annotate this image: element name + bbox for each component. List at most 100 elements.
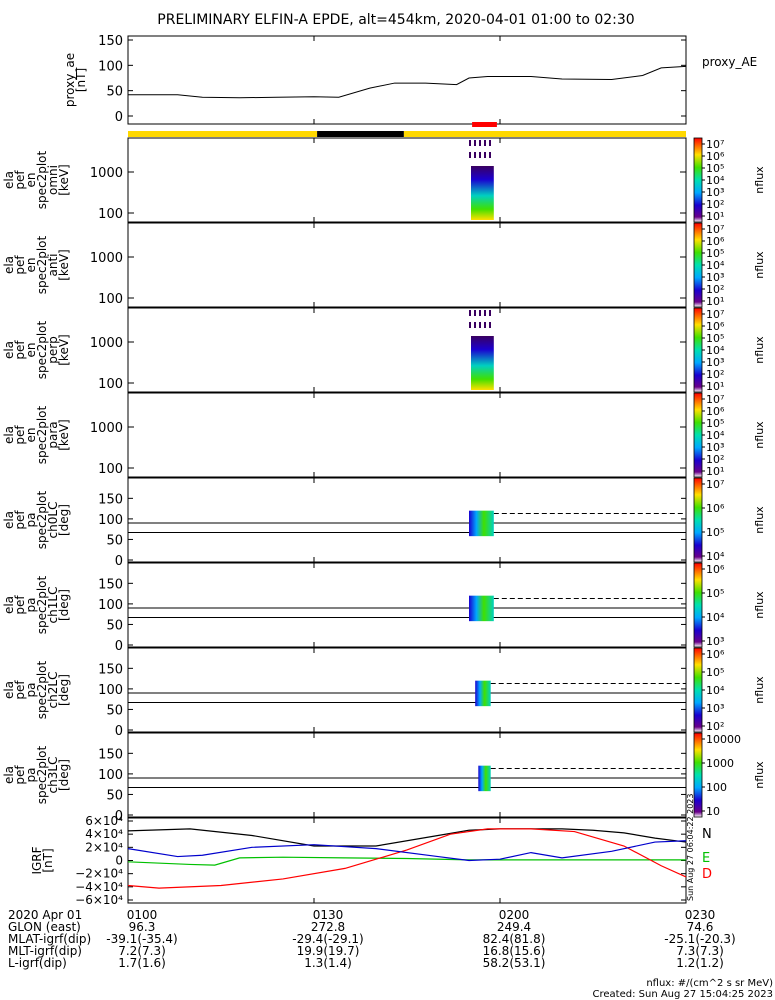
y-axis-label: spec2plot	[35, 745, 49, 804]
spectrogram-speckle	[474, 140, 476, 146]
igrf-legend-D: D	[702, 867, 712, 882]
y-tick-label: 50	[106, 85, 123, 100]
y-axis-label: ch1LC	[46, 587, 60, 624]
colorbar-tick-label: 10⁵	[706, 247, 724, 260]
colorbar-tick-label: 10⁶	[706, 320, 725, 333]
colorbar-tick-label: 10³	[706, 186, 724, 199]
y-axis-label: en	[24, 258, 38, 273]
spectrogram-data	[469, 510, 494, 537]
spectrogram-speckle	[484, 322, 486, 328]
footer-row-label: MLAT-igrf(dip)	[8, 932, 92, 946]
colorbar-tick-label: 10²	[706, 720, 724, 733]
spectrogram-speckle	[474, 310, 476, 316]
colorbar-tick-label: 10²	[706, 198, 724, 211]
colorbar-tick-label: 10⁷	[706, 478, 724, 491]
spectrogram-panel	[127, 392, 687, 478]
colorbar	[693, 477, 703, 563]
spectrogram-speckle	[484, 140, 486, 146]
y-tick-label: −4×10⁴	[75, 880, 123, 894]
colorbar-tick-label: 10⁴	[706, 550, 725, 563]
colorbar-tick-label: 10⁵	[706, 417, 724, 430]
y-tick-label: 4×10⁴	[85, 827, 123, 841]
proxy-ae-line	[128, 65, 687, 99]
y-tick-label: 100	[98, 292, 123, 307]
y-axis-label: [deg]	[57, 674, 71, 706]
spectrogram-data	[471, 336, 494, 390]
spectrogram-speckle	[474, 322, 476, 328]
colorbar-tick-label: 10⁴	[706, 174, 725, 187]
y-tick-label: 2×10⁴	[85, 840, 123, 854]
footer-value: 96.3	[128, 920, 156, 934]
colorbar-tick-label: 10⁴	[706, 344, 725, 357]
y-axis-label: spec2plot	[35, 150, 49, 209]
colorbar-label: nflux	[753, 336, 766, 364]
spectrogram-panel	[127, 222, 687, 308]
spectrogram-speckle	[479, 140, 481, 146]
y-tick-label: 100	[98, 598, 123, 613]
spectrogram-speckle	[484, 152, 486, 158]
chart-title: PRELIMINARY ELFIN-A EPDE, alt=454km, 202…	[157, 12, 634, 28]
colorbar-label: nflux	[753, 166, 766, 194]
y-axis-label: ela	[2, 256, 16, 274]
footer-value: 0100	[126, 908, 158, 922]
colorbar-tick-label: 10⁴	[706, 259, 725, 272]
colorbar-tick-label: 10¹	[706, 380, 724, 393]
spectrogram-speckle	[489, 310, 491, 316]
y-tick-label: 100	[98, 683, 123, 698]
y-tick-label: 50	[106, 533, 123, 548]
footer-value: -29.4(-29.1)	[292, 932, 364, 946]
colorbar	[693, 647, 703, 733]
spectrogram-speckle	[469, 140, 471, 146]
footer-value: 1.7(1.6)	[118, 956, 166, 970]
colorbar-label: nflux	[753, 591, 766, 619]
y-tick-label: 0	[115, 724, 123, 739]
spectrogram-speckle	[479, 322, 481, 328]
y-tick-label: 100	[98, 377, 123, 392]
colorbar-tick-label: 10¹	[706, 465, 724, 478]
footer-value: 82.4(81.8)	[482, 932, 546, 946]
y-tick-label: 150	[98, 492, 123, 507]
y-tick-label: 0	[115, 110, 123, 125]
y-axis-label: [keV]	[57, 249, 71, 280]
y-axis-label: para	[46, 421, 60, 448]
spectrogram-panel	[127, 647, 687, 733]
y-tick-label: 100	[98, 59, 123, 74]
units-note: nflux: #/(cm^2 s sr MeV)	[646, 978, 773, 989]
colorbar-tick-label: 10⁵	[706, 332, 724, 345]
y-axis-label: spec2plot	[35, 660, 49, 719]
y-axis-label: pef	[13, 170, 27, 190]
spectrogram-panel	[127, 137, 687, 223]
colorbar-tick-label: 10⁶	[706, 502, 725, 515]
y-axis-label: pef	[13, 765, 27, 785]
spectrogram-speckle	[484, 310, 486, 316]
y-tick-label: 150	[98, 662, 123, 677]
y-axis-label: anti	[46, 254, 60, 277]
spectrogram-speckle	[479, 152, 481, 158]
colorbar	[693, 732, 703, 818]
y-axis-label: spec2plot	[35, 575, 49, 634]
spectrogram-speckle	[469, 322, 471, 328]
colorbar-tick-label: 10¹	[706, 295, 724, 308]
spectrogram-data	[478, 765, 491, 792]
footer-value: 74.6	[686, 920, 714, 934]
spectrogram-speckle	[489, 322, 491, 328]
colorbar-tick-label: 10³	[706, 441, 724, 454]
y-tick-label: 50	[106, 703, 123, 718]
y-axis-label: IGRF	[30, 846, 44, 874]
spectrogram-data	[475, 680, 491, 707]
spectrogram-speckle	[489, 140, 491, 146]
footer-value: 7.2(7.3)	[118, 944, 166, 958]
y-tick-label: 50	[106, 788, 123, 803]
y-axis-label: proxy_ae	[63, 53, 77, 107]
colorbar	[693, 307, 703, 393]
y-axis-label: spec2plot	[35, 235, 49, 294]
y-axis-label: pa	[24, 513, 38, 528]
colorbar-tick-label: 10³	[706, 356, 724, 369]
colorbar-tick-label: 10⁶	[706, 150, 725, 163]
y-axis-label: pef	[13, 340, 27, 360]
y-axis-label: spec2plot	[35, 405, 49, 464]
spectrogram-speckle	[469, 310, 471, 316]
footer-value: -25.1(-20.3)	[664, 932, 736, 946]
footer-row-label: L-igrf(dip)	[8, 956, 67, 970]
colorbar-tick-label: 10⁴	[706, 429, 725, 442]
